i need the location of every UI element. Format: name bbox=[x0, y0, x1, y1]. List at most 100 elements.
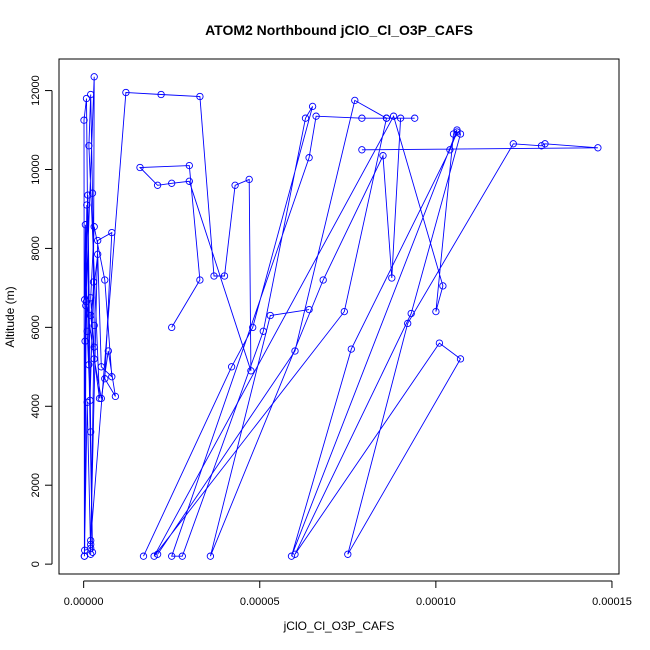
data-point bbox=[81, 337, 89, 345]
data-point bbox=[95, 394, 104, 403]
data-point bbox=[87, 544, 95, 552]
series-line-1 bbox=[83, 76, 100, 557]
data-point bbox=[139, 552, 148, 560]
data-point bbox=[308, 102, 317, 111]
x-axis: 0.00000 0.00005 0.00010 0.00015 bbox=[64, 580, 632, 608]
data-point bbox=[305, 305, 313, 314]
data-point bbox=[185, 161, 193, 170]
data-point bbox=[108, 373, 116, 381]
data-point bbox=[259, 327, 267, 335]
data-point bbox=[83, 327, 91, 335]
data-point bbox=[227, 363, 236, 371]
y-tick-label: 12000 bbox=[30, 75, 42, 106]
y-tick-label: 4000 bbox=[30, 394, 42, 418]
data-point bbox=[340, 307, 348, 316]
data-point bbox=[168, 323, 176, 332]
data-point bbox=[541, 140, 549, 148]
data-point bbox=[153, 181, 162, 189]
data-point bbox=[80, 552, 89, 560]
data-point bbox=[312, 112, 320, 120]
series-line-5 bbox=[153, 99, 598, 557]
x-tick-label: 0.00005 bbox=[240, 596, 280, 608]
data-point bbox=[453, 128, 461, 136]
data-point bbox=[247, 367, 255, 375]
data-point bbox=[411, 114, 419, 122]
data-point bbox=[85, 361, 93, 369]
data-point bbox=[196, 92, 204, 101]
data-point bbox=[287, 552, 296, 560]
data-point bbox=[122, 88, 130, 97]
x-tick-label: 0.00000 bbox=[64, 596, 104, 608]
data-point bbox=[86, 396, 94, 405]
data-point bbox=[87, 536, 95, 545]
data-point bbox=[87, 90, 95, 99]
data-point bbox=[358, 114, 366, 122]
data-point bbox=[90, 343, 98, 351]
data-point bbox=[388, 274, 396, 282]
data-point bbox=[84, 191, 92, 199]
data-point bbox=[87, 540, 95, 549]
data-point bbox=[157, 90, 165, 99]
x-tick-label: 0.00015 bbox=[592, 596, 632, 608]
data-point bbox=[446, 146, 454, 154]
data-point bbox=[249, 323, 257, 332]
data-point bbox=[87, 294, 95, 302]
data-point bbox=[291, 347, 299, 355]
data-point bbox=[94, 236, 102, 245]
data-point bbox=[87, 311, 95, 320]
data-point bbox=[82, 298, 91, 306]
data-point bbox=[344, 550, 352, 558]
data-point bbox=[439, 282, 447, 290]
series-line-2 bbox=[90, 226, 116, 545]
data-point bbox=[594, 144, 602, 152]
series-layer bbox=[80, 73, 602, 560]
data-point bbox=[382, 114, 391, 122]
chart-title: ATOM2 Northbound jClO_Cl_O3P_CAFS bbox=[205, 22, 473, 38]
data-point bbox=[220, 272, 229, 280]
data-point bbox=[94, 250, 102, 258]
data-point bbox=[83, 201, 91, 209]
data-point bbox=[291, 550, 299, 558]
data-point bbox=[178, 552, 186, 560]
data-point bbox=[231, 181, 239, 189]
series-line-4 bbox=[143, 106, 415, 557]
data-point bbox=[509, 140, 517, 148]
data-point bbox=[90, 355, 98, 363]
data-point bbox=[168, 552, 176, 560]
data-point bbox=[301, 114, 310, 122]
data-point bbox=[305, 154, 313, 162]
data-point bbox=[85, 142, 93, 150]
data-point bbox=[185, 177, 193, 185]
data-point bbox=[404, 319, 412, 328]
data-point bbox=[389, 112, 398, 120]
data-point bbox=[101, 276, 109, 284]
data-point bbox=[104, 347, 112, 355]
data-point bbox=[379, 152, 387, 160]
y-tick-label: 2000 bbox=[30, 473, 42, 497]
data-point bbox=[358, 146, 366, 154]
y-tick-label: 0 bbox=[30, 561, 42, 567]
data-point bbox=[347, 345, 355, 353]
data-point bbox=[319, 276, 327, 284]
data-point bbox=[432, 307, 440, 316]
data-point bbox=[351, 96, 359, 105]
data-point bbox=[196, 276, 204, 284]
y-tick-label: 6000 bbox=[30, 315, 42, 339]
data-point bbox=[80, 116, 88, 124]
data-point bbox=[266, 311, 274, 320]
data-point bbox=[82, 94, 91, 103]
y-axis-label: Altitude (m) bbox=[3, 286, 17, 347]
data-point bbox=[150, 552, 158, 560]
data-point bbox=[245, 175, 253, 184]
data-point bbox=[88, 189, 97, 197]
data-point bbox=[456, 130, 465, 138]
x-tick-label: 0.00010 bbox=[416, 596, 456, 608]
y-tick-label: 8000 bbox=[30, 236, 42, 260]
plot-frame bbox=[58, 58, 620, 575]
y-axis: 0 2000 4000 6000 8000 10000 12000 bbox=[30, 75, 53, 567]
data-point bbox=[168, 179, 176, 187]
data-point bbox=[90, 321, 98, 330]
data-point bbox=[90, 73, 98, 81]
y-tick-label: 10000 bbox=[30, 154, 42, 185]
